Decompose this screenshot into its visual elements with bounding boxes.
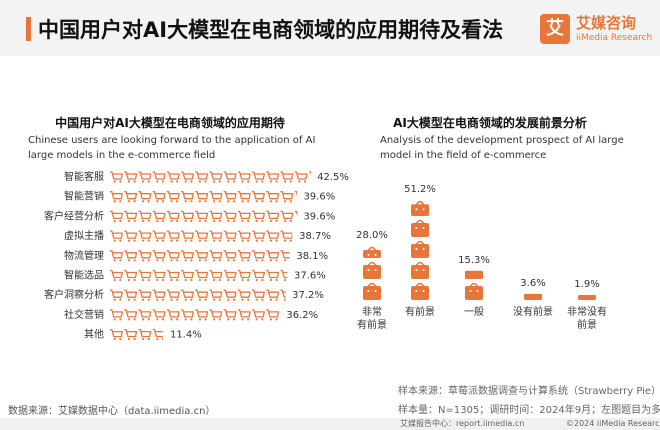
category-label: 智能选品 [64, 269, 104, 282]
right-vertical-bar-chart: 28.0%非常有前景51.2%有前景15.3%一般3.6%没有前景1.9%非常没… [356, 184, 607, 331]
brand-name-en: iiMedia Research [576, 33, 653, 43]
value-label: 11.4% [170, 330, 202, 341]
title-accent-bar [26, 17, 31, 41]
bar-7 [110, 289, 286, 301]
brand-logo-icon: 艾 [540, 14, 570, 44]
value-label: 37.2% [292, 290, 324, 301]
bar-6 [110, 269, 288, 282]
right-chart-title: AI大模型在电商领域的发展前景分析 [393, 116, 587, 130]
value-label: 39.6% [303, 211, 335, 222]
category-label: 客户洞察分析 [44, 288, 104, 301]
stack-3 [465, 270, 483, 300]
stack-2 [411, 200, 429, 300]
stack-1 [363, 246, 381, 300]
value-label: 15.3% [458, 255, 490, 266]
value-label: 28.0% [356, 230, 388, 241]
category-label: 智能客服 [64, 170, 104, 183]
bar-9 [110, 328, 164, 341]
value-label: 38.7% [299, 231, 331, 242]
category-label: 一般 [464, 305, 484, 318]
category-label: 物流管理 [64, 249, 104, 262]
category-label: 客户经营分析 [44, 209, 104, 222]
category-label: 有前景 [357, 318, 387, 331]
page-title: 中国用户对AI大模型在电商领域的应用期待及看法 [38, 18, 504, 42]
category-label: 虚拟主播 [64, 229, 104, 242]
sample-size-note: 样本量：N=1305；调研时间：2024年9月；左图题目为多选 [398, 405, 660, 416]
bar-3 [110, 210, 298, 222]
right-chart-description: Analysis of the development prospect of … [380, 135, 624, 161]
copyright-text: ©2024 iiMedia Research Inc [566, 419, 660, 428]
value-label: 38.1% [296, 251, 328, 262]
category-label: 非常 [362, 305, 382, 318]
stack-5 [578, 295, 596, 300]
category-label: 有前景 [405, 305, 435, 318]
left-chart-title: 中国用户对AI大模型在电商领域的应用期待 [55, 116, 285, 130]
value-label: 39.6% [303, 192, 335, 203]
value-label: 37.6% [294, 271, 326, 282]
category-label: 社交营销 [64, 308, 104, 321]
value-label: 1.9% [574, 279, 599, 290]
category-label: 前景 [577, 318, 597, 331]
bar-5 [110, 250, 290, 262]
brand-name-cn: 艾媒咨询 [576, 14, 637, 32]
category-label: 非常没有 [567, 305, 607, 318]
bar-8 [110, 309, 280, 321]
category-label: 没有前景 [513, 305, 553, 318]
value-label: 36.2% [286, 310, 318, 321]
data-source-note: 数据来源：艾媒数据中心（data.iimedia.cn） [8, 406, 216, 417]
footer-bar [0, 418, 660, 430]
sample-source-note: 样本来源：草莓派数据调查与计算系统（Strawberry Pie） [398, 386, 660, 397]
category-label: 智能营销 [64, 190, 104, 203]
value-label: 42.5% [317, 172, 349, 183]
bar-4 [110, 230, 293, 242]
stack-4 [524, 293, 542, 300]
left-horizontal-bar-chart: 智能客服 42.5% 智能营销 39.6% 客户经营分析 39.6% 虚拟主播 38.7% 物流… [44, 170, 349, 341]
value-label: 51.2% [404, 184, 436, 195]
value-label: 3.6% [520, 278, 545, 289]
left-chart-description: Chinese users are looking forward to the… [28, 135, 316, 161]
bar-2 [110, 191, 298, 203]
category-label: 其他 [84, 328, 104, 341]
bar-1 [110, 171, 311, 183]
report-center-link[interactable]: 艾媒报告中心：report.iimedia.cn [400, 419, 525, 428]
